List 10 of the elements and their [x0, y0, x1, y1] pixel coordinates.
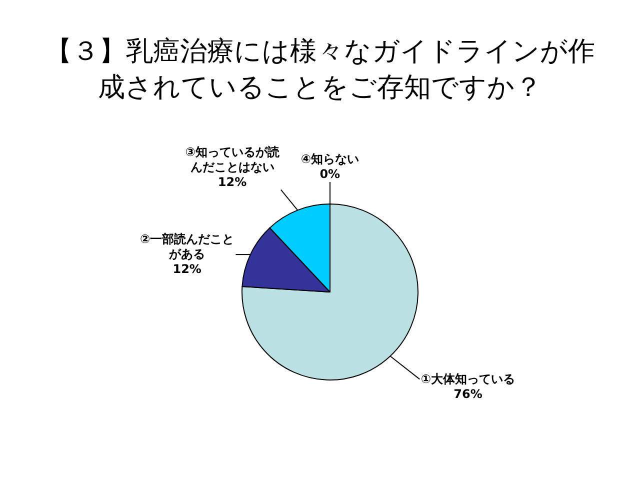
pie-slice: [242, 204, 418, 380]
chart-title: 【３】乳癌治療には様々なガイドラインが作成されていることをご存知ですか？: [44, 35, 596, 105]
data-label: 76%: [452, 387, 484, 402]
slice-label: ③知っているが読んだことはない: [184, 144, 280, 175]
slice-label: ①大体知っている: [420, 372, 516, 388]
data-label: 12%: [172, 262, 202, 278]
slice-label: ②一部読んだことがある: [139, 232, 236, 262]
data-label: 12%: [216, 174, 248, 190]
category-label: ④知らない: [300, 152, 359, 166]
text: 0%: [320, 167, 340, 181]
